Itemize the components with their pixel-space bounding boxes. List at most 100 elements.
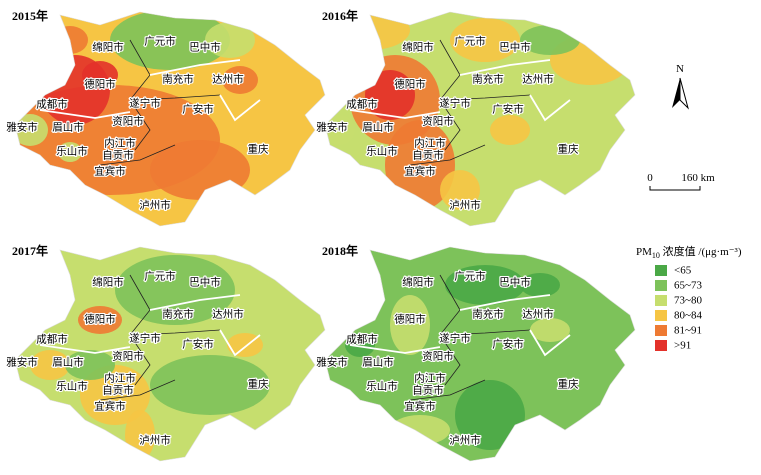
legend-label: >91 — [674, 340, 691, 352]
north-label: N — [676, 63, 684, 75]
city-label: 资阳市 — [422, 349, 454, 362]
city-boundary — [149, 294, 241, 311]
pollution-zone — [440, 170, 480, 210]
city-label: 眉山市 — [52, 355, 84, 368]
city-label: 眉山市 — [362, 355, 394, 368]
city-label: 雅安市 — [316, 355, 348, 368]
map-outline — [14, 11, 326, 227]
city-label: 德阳市 — [84, 312, 116, 325]
city-boundary — [219, 94, 261, 122]
city-boundary — [459, 59, 551, 76]
city-label: 广安市 — [492, 337, 524, 350]
city-label: 巴中市 — [499, 275, 531, 288]
pollution-zone — [58, 142, 82, 162]
year-title: 2017年 — [12, 243, 48, 258]
city-boundary — [219, 329, 261, 357]
legend: PM10 浓度值 /(μg·m⁻³) <65 65~73 73~80 80~84 81~… — [636, 244, 742, 352]
city-boundary — [39, 109, 131, 119]
pollution-zone — [222, 66, 258, 94]
city-label: 成都市 — [346, 97, 378, 110]
legend-swatch — [655, 310, 667, 321]
pollution-zone — [325, 115, 355, 145]
city-label: 内江市 — [104, 371, 136, 384]
city-boundary — [129, 94, 221, 101]
legend-label: 73~80 — [674, 295, 702, 307]
legend-title: PM10 浓度值 /(μg·m⁻³) — [636, 244, 742, 260]
city-label: 眉山市 — [362, 120, 394, 133]
city-label: 成都市 — [36, 97, 68, 110]
pollution-zone — [365, 70, 415, 120]
city-label: 宜宾市 — [404, 164, 436, 177]
city-label: 广元市 — [144, 269, 176, 282]
city-label: 遂宁市 — [439, 331, 471, 344]
pollution-zone — [65, 350, 115, 380]
city-label: 宜宾市 — [94, 164, 126, 177]
pollution-zone — [78, 306, 122, 334]
city-label: 乐山市 — [366, 379, 398, 392]
city-label: 资阳市 — [422, 114, 454, 127]
legend-label: 81~91 — [674, 325, 702, 337]
city-label: 宜宾市 — [404, 399, 436, 412]
city-label: 广安市 — [182, 102, 214, 115]
scale-bar: 0 160 km — [647, 172, 715, 191]
legend-swatch — [655, 280, 667, 291]
city-label: 宜宾市 — [94, 399, 126, 412]
pollution-zone — [455, 380, 525, 450]
city-label: 内江市 — [414, 371, 446, 384]
pollution-zone — [390, 295, 430, 355]
map-outline — [324, 246, 636, 462]
city-label: 雅安市 — [316, 120, 348, 133]
city-boundary — [39, 344, 131, 354]
pollution-zone — [530, 318, 570, 342]
year-title: 2018年 — [322, 243, 358, 258]
city-boundary — [99, 379, 176, 401]
city-label: 内江市 — [104, 136, 136, 149]
north-arrow: N — [672, 63, 689, 110]
city-label: 重庆 — [558, 142, 579, 155]
year-title: 2015年 — [12, 8, 48, 23]
city-label: 内江市 — [414, 136, 446, 149]
city-label: 遂宁市 — [129, 96, 161, 109]
city-label: 乐山市 — [56, 144, 88, 157]
city-boundary — [129, 329, 221, 336]
legend-swatch — [655, 340, 667, 351]
city-label: 巴中市 — [189, 275, 221, 288]
city-boundary — [529, 329, 571, 357]
city-label: 绵阳市 — [92, 40, 124, 53]
city-label: 成都市 — [346, 332, 378, 345]
pollution-zone — [450, 18, 520, 62]
city-label: 乐山市 — [56, 379, 88, 392]
pollution-zone — [390, 415, 450, 445]
scale-end: 160 km — [681, 172, 715, 184]
city-label: 广安市 — [182, 337, 214, 350]
pollution-zone — [345, 333, 375, 357]
city-boundary — [439, 94, 531, 101]
city-boundary — [439, 329, 531, 336]
year-title: 2016年 — [322, 8, 358, 23]
pollution-zone — [110, 12, 230, 70]
city-label: 自贡市 — [412, 148, 444, 161]
city-label: 绵阳市 — [92, 275, 124, 288]
pollution-zone — [520, 273, 560, 297]
city-label: 南充市 — [472, 307, 504, 320]
city-label: 德阳市 — [394, 77, 426, 90]
legend-swatch — [655, 265, 667, 276]
city-label: 广元市 — [454, 269, 486, 282]
city-label: 乐山市 — [366, 144, 398, 157]
city-label: 泸州市 — [139, 433, 171, 446]
city-boundary — [349, 344, 441, 354]
city-label: 南充市 — [162, 307, 194, 320]
city-label: 广安市 — [492, 102, 524, 115]
city-boundary — [99, 144, 176, 166]
city-label: 绵阳市 — [402, 40, 434, 53]
map-outline — [14, 246, 326, 462]
legend-label: 80~84 — [674, 310, 702, 322]
map-outline — [324, 11, 636, 227]
city-label: 广元市 — [454, 34, 486, 47]
city-boundary — [459, 294, 551, 311]
